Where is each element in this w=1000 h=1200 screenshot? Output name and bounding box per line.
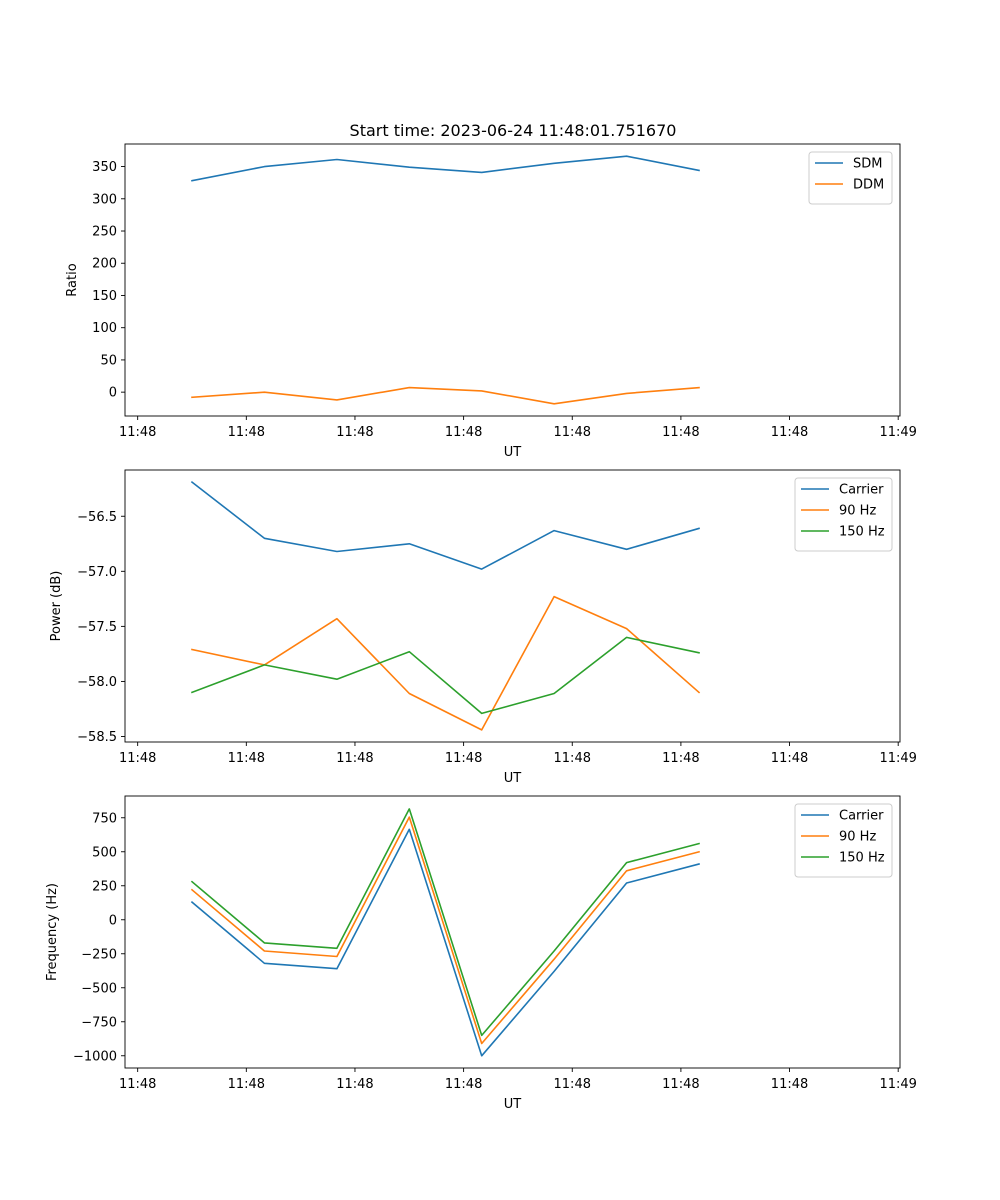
series-line-150-hz xyxy=(190,808,700,1037)
series-line-90-hz xyxy=(190,816,700,1045)
series-line-carrier xyxy=(190,480,700,570)
y-tick-label: −57.5 xyxy=(77,620,117,635)
legend-label: 90 Hz xyxy=(839,504,876,519)
x-tick-label: 11:49 xyxy=(879,751,916,766)
x-tick-label: 11:48 xyxy=(554,751,591,766)
y-tick-label: 200 xyxy=(92,257,117,272)
x-tick-label: 11:48 xyxy=(554,425,591,440)
series-line-carrier xyxy=(190,828,700,1057)
axes-frame xyxy=(124,469,901,743)
x-tick-label: 11:48 xyxy=(119,751,156,766)
x-tick-label: 11:48 xyxy=(662,425,699,440)
legend: Carrier 90 Hz 150 Hz xyxy=(794,477,893,552)
x-tick-label: 11:48 xyxy=(336,425,373,440)
x-axis-label: UT xyxy=(504,445,522,460)
x-tick-label: 11:48 xyxy=(119,425,156,440)
y-tick-label: −1000 xyxy=(73,1049,117,1064)
series-line-sdm xyxy=(191,155,700,182)
y-tick-label: 0 xyxy=(109,913,117,928)
subplot-3: 11:48 11:48 11:48 11:48 11:48 11:48 11:48 11:49… xyxy=(45,795,917,1112)
y-tick-label: 300 xyxy=(92,192,117,207)
y-axis-label: Ratio xyxy=(65,263,80,296)
y-tick-label: 500 xyxy=(92,845,117,860)
series-line-150-hz xyxy=(190,636,700,715)
legend-label: DDM xyxy=(853,178,884,193)
y-tick-label: −250 xyxy=(81,947,117,962)
legend-label: 150 Hz xyxy=(839,525,885,540)
legend: Carrier 90 Hz 150 Hz xyxy=(794,803,893,878)
legend-box xyxy=(794,803,893,878)
y-axis-label: Power (dB) xyxy=(49,571,64,642)
legend-box xyxy=(808,151,893,205)
y-tick-label: −58.0 xyxy=(77,675,117,690)
legend-label: SDM xyxy=(853,157,882,172)
x-tick-label: 11:48 xyxy=(336,751,373,766)
x-tick-label: 11:48 xyxy=(771,751,808,766)
subplot-2: 11:48 11:48 11:48 11:48 11:48 11:48 11:48 11:49… xyxy=(49,469,917,786)
y-tick-label: −500 xyxy=(81,981,117,996)
y-tick-label: −57.0 xyxy=(77,565,117,580)
x-axis-label: UT xyxy=(504,771,522,786)
x-tick-label: 11:48 xyxy=(662,751,699,766)
y-tick-label: 100 xyxy=(92,321,117,336)
x-tick-label: 11:48 xyxy=(771,425,808,440)
x-tick-label: 11:48 xyxy=(771,1077,808,1092)
legend: SDM DDM xyxy=(808,151,893,205)
y-tick-label: −56.5 xyxy=(77,510,117,525)
legend-label: 150 Hz xyxy=(839,851,885,866)
x-tick-label: 11:48 xyxy=(554,1077,591,1092)
legend-label: Carrier xyxy=(839,483,884,498)
axes-frame xyxy=(124,795,901,1069)
figure-title: Start time: 2023-06-24 11:48:01.751670 xyxy=(350,121,677,140)
y-tick-label: 50 xyxy=(100,353,117,368)
x-tick-label: 11:48 xyxy=(228,1077,265,1092)
series-line-ddm xyxy=(191,386,700,405)
legend-box xyxy=(794,477,893,552)
y-axis-label: Frequency (Hz) xyxy=(45,883,60,981)
x-tick-label: 11:49 xyxy=(879,425,916,440)
series-line-90-hz xyxy=(191,595,701,731)
y-tick-label: 250 xyxy=(92,879,117,894)
x-tick-label: 11:48 xyxy=(445,1077,482,1092)
x-tick-label: 11:48 xyxy=(336,1077,373,1092)
legend-label: 90 Hz xyxy=(839,830,876,845)
x-axis-label: UT xyxy=(504,1097,522,1112)
x-tick-label: 11:48 xyxy=(119,1077,156,1092)
x-tick-label: 11:48 xyxy=(445,751,482,766)
x-tick-label: 11:48 xyxy=(662,1077,699,1092)
y-tick-label: 750 xyxy=(92,811,117,826)
y-tick-label: 350 xyxy=(92,160,117,175)
y-tick-label: −750 xyxy=(81,1015,117,1030)
x-tick-label: 11:49 xyxy=(879,1077,916,1092)
y-tick-label: 250 xyxy=(92,225,117,240)
x-tick-label: 11:48 xyxy=(228,425,265,440)
y-tick-label: 150 xyxy=(92,289,117,304)
x-tick-label: 11:48 xyxy=(228,751,265,766)
axes-frame xyxy=(124,143,901,417)
legend-label: Carrier xyxy=(839,809,884,824)
x-tick-label: 11:48 xyxy=(445,425,482,440)
y-tick-label: −58.5 xyxy=(77,730,117,745)
y-tick-label: 0 xyxy=(109,386,117,401)
subplot-1: 11:48 11:48 11:48 11:48 11:48 11:48 11:48 11:49… xyxy=(65,143,917,460)
